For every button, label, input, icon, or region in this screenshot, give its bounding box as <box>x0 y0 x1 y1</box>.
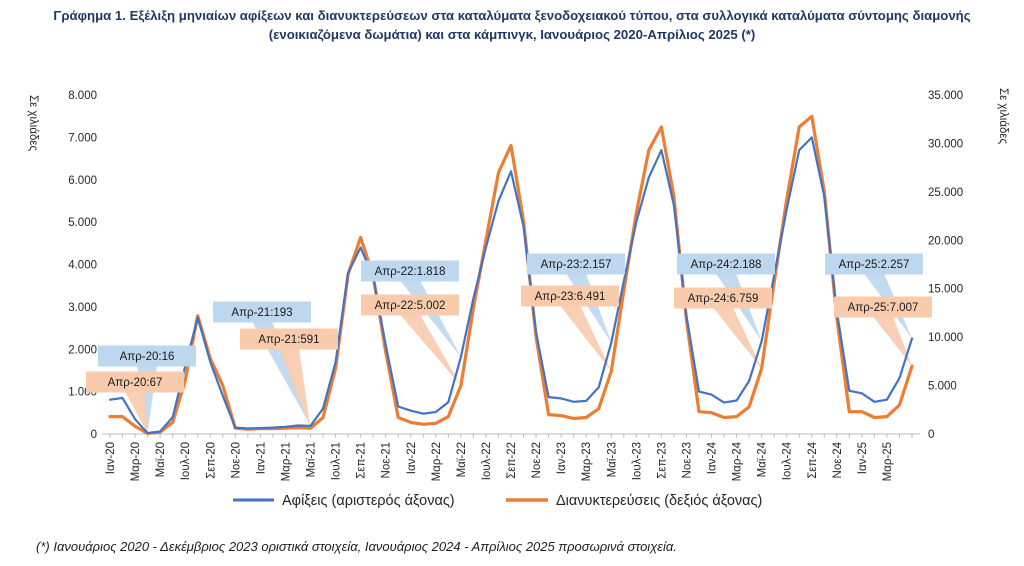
x-tick-label: Νοε-20 <box>230 442 242 478</box>
annotation-label: Απρ-22:1.818 <box>375 266 446 278</box>
legend-label-overnight-stays: Διανυκτερεύσεις (δεξιός άξονας) <box>556 493 762 509</box>
right-tick-label: 5.000 <box>928 381 957 393</box>
x-tick-label: Ιουλ-23 <box>631 442 643 480</box>
left-tick-label: 8.000 <box>68 90 97 102</box>
x-tick-label: Ιουλ-24 <box>782 441 794 480</box>
annotation-label: Απρ-25:2.257 <box>839 259 910 271</box>
annotation-pointer <box>864 273 912 339</box>
annotation-pointer <box>252 321 311 426</box>
left-tick-label: 6.000 <box>68 175 97 187</box>
left-tick-label: 3.000 <box>68 302 97 314</box>
x-tick-label: Μαϊ-22 <box>456 442 468 477</box>
left-tick-label: 0 <box>91 429 97 441</box>
x-tick-label: Μαρ-20 <box>130 442 142 481</box>
left-tick-label: 5.000 <box>68 217 97 229</box>
series-layer <box>108 114 914 435</box>
annotations-layer: Απρ-20:16 Απρ-20:67 Απρ-21:193 Απρ-21:591 Απ… <box>86 253 932 393</box>
right-axis-label: Σε χιλιάδες <box>997 88 1009 145</box>
annotation-box <box>240 328 338 350</box>
right-tick-label: 15.000 <box>928 284 963 296</box>
left-tick-label: 2.000 <box>68 344 97 356</box>
right-tick-label: 35.000 <box>928 90 963 102</box>
x-tick-label: Μαρ-23 <box>581 442 593 481</box>
annotation-label: Απρ-25:7.007 <box>848 302 919 314</box>
x-tick-label: Σεπ-24 <box>807 441 819 478</box>
x-tick-label: Σεπ-22 <box>506 442 518 479</box>
right-tick-label: 30.000 <box>928 138 963 150</box>
x-tick-label: Μαϊ-24 <box>757 441 769 477</box>
annotation-box <box>521 285 619 307</box>
chart-title: Γράφημα 1. Εξέλιξη μηνιαίων αφίξεων και … <box>53 8 971 42</box>
x-tick-label: Ιαν-23 <box>556 442 568 474</box>
annotation-box <box>86 371 184 393</box>
annotation-pointer <box>400 314 461 386</box>
x-tick-label: Νοε-22 <box>531 442 543 478</box>
x-tick-label: Ιαν-20 <box>105 442 117 474</box>
annotation-box <box>361 294 459 316</box>
left-tick-label: 4.000 <box>68 260 97 272</box>
annotation-pointer <box>713 307 762 369</box>
overnight-stays-series-line <box>108 114 914 435</box>
axes-layer: Ιαν-20 Μαρ-20 Μαϊ-20 Ιουλ-20 Σεπ-20 Νοε-20 Ιαν… <box>27 88 1009 481</box>
annotation-label: Απρ-20:67 <box>108 377 163 389</box>
x-tick-label: Ιουλ-22 <box>481 442 493 480</box>
x-tick-label: Νοε-24 <box>832 441 844 478</box>
annotation-label: Απρ-24:2.188 <box>691 259 762 271</box>
x-tick-label: Σεπ-20 <box>205 442 217 479</box>
annotation-box <box>527 253 625 275</box>
right-tick-label: 0 <box>928 429 934 441</box>
annotation-label: Απρ-21:193 <box>231 307 292 319</box>
x-tick-label: Ιαν-25 <box>857 442 869 474</box>
legend-label-arrivals: Αφίξεις (αριστερός άξονας) <box>282 493 455 509</box>
annotation-box <box>834 296 932 318</box>
footnote: (*) Ιανουάριος 2020 - Δεκέμβριος 2023 ορ… <box>36 539 677 554</box>
annotation-label: Απρ-23:6.491 <box>535 291 606 303</box>
x-tick-label: Ιαν-21 <box>255 442 267 474</box>
annotation-label: Απρ-24:6.759 <box>688 293 759 305</box>
right-tick-label: 20.000 <box>928 235 963 247</box>
x-tick-label: Μαϊ-21 <box>306 442 318 477</box>
annotation-box <box>213 301 311 323</box>
annotation-pointer <box>873 316 912 367</box>
annotation-label: Απρ-23:2.157 <box>541 259 612 271</box>
x-tick-label: Σεπ-23 <box>656 442 668 479</box>
arrivals-series-line <box>108 136 914 435</box>
right-tick-label: 25.000 <box>928 187 963 199</box>
annotation-box <box>674 287 772 309</box>
annotation-label: Απρ-20:16 <box>120 351 175 363</box>
annotation-box <box>98 345 196 367</box>
x-tick-label: Ιουλ-21 <box>331 442 343 480</box>
x-tick-label: Μαϊ-20 <box>155 442 167 477</box>
x-tick-label: Ιουλ-20 <box>180 442 192 480</box>
x-tick-label: Μαρ-24 <box>732 441 744 481</box>
annotation-box <box>677 253 775 275</box>
x-tick-label: Ιαν-24 <box>707 441 719 474</box>
x-tick-label: Ιαν-22 <box>406 442 418 474</box>
annotation-pointer <box>279 348 311 429</box>
legend: Αφίξεις (αριστερός άξονας) Διανυκτερεύσει… <box>233 493 762 509</box>
x-tick-label: Νοε-21 <box>381 442 393 478</box>
x-tick-label: Μαρ-25 <box>882 442 894 481</box>
left-axis-label: Σε χιλιάδες <box>27 95 39 152</box>
annotation-label: Απρ-21:591 <box>258 334 319 346</box>
annotation-pointer <box>560 305 612 372</box>
x-tick-label: Νοε-23 <box>681 442 693 478</box>
annotation-label: Απρ-22:5.002 <box>375 300 446 312</box>
x-tick-label: Μαρ-21 <box>280 442 292 481</box>
annotation-box <box>361 260 459 282</box>
annotation-box <box>825 253 923 275</box>
annotation-pointer <box>125 391 148 434</box>
x-tick-label: Μαϊ-23 <box>606 442 618 477</box>
left-tick-label: 7.000 <box>68 132 97 144</box>
right-tick-label: 10.000 <box>928 332 963 344</box>
annotation-pointers-layer <box>125 273 912 434</box>
x-tick-label: Σεπ-21 <box>356 442 368 479</box>
x-tick-label: Μαρ-22 <box>431 442 443 481</box>
